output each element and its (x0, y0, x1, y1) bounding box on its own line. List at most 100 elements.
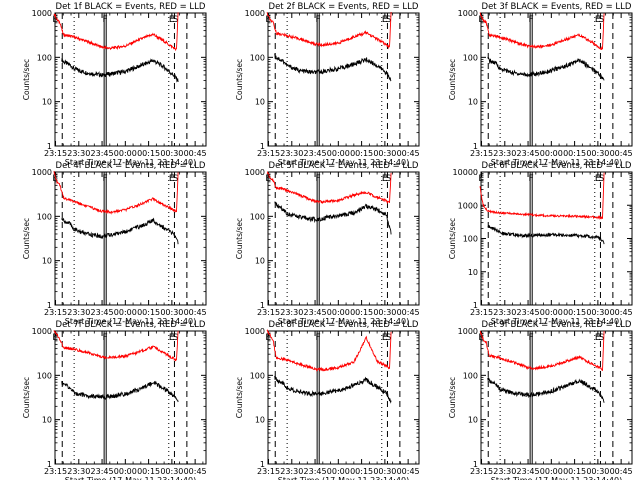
x-tick-label: 23:45 (517, 308, 540, 317)
x-tick-label: 23:30 (280, 308, 303, 317)
y-tick-label: 1000 (32, 168, 52, 177)
panel-title: Det 1f BLACK = Events, RED = LLD (56, 2, 206, 12)
x-tick-label: 23:15 (257, 308, 280, 317)
plot-frame (267, 330, 420, 465)
x-tick-label: 23:15 (470, 308, 493, 317)
marker-label: F (103, 15, 108, 25)
y-tick-label: 1000 (32, 9, 52, 18)
events-series-line (487, 56, 605, 81)
x-axis-label: Start Time (17-May-11 23:14:40) (65, 317, 196, 326)
lld-series-line (266, 329, 392, 372)
y-tick-label: 1000 (32, 327, 52, 336)
detector-panel: Det 2f BLACK = Events, RED = LLD 1 10 100 10… (235, 2, 420, 167)
lld-series-line (479, 12, 605, 51)
marker-label: E (52, 15, 58, 25)
x-tick-label: 23:15 (470, 149, 493, 158)
x-axis-label: Start Time (17-May-11 23:14:40) (65, 158, 196, 167)
x-tick-label: 00:00 (114, 308, 137, 317)
marker-label: E (169, 333, 175, 343)
x-tick-label: 00:30 (586, 308, 609, 317)
marker-label: F (529, 333, 534, 343)
plot-frame (480, 330, 633, 465)
x-tick-label: 00:30 (160, 308, 183, 317)
x-tick-label: 23:30 (67, 149, 90, 158)
x-tick-label: 23:45 (304, 467, 327, 476)
marker-label: F (316, 15, 321, 25)
marker-label: S (599, 174, 605, 184)
y-axis-label: Counts/sec (22, 218, 31, 259)
x-tick-label: 00:15 (350, 308, 373, 317)
marker-label: F (316, 333, 321, 343)
marker-label: E (478, 15, 484, 25)
marker-label: F (103, 333, 108, 343)
x-tick-label: 00:30 (373, 149, 396, 158)
marker-label: E (169, 174, 175, 184)
x-tick-label: 00:15 (563, 467, 586, 476)
detector-panel: Det 5f BLACK = Events, RED = LLD 1 10 100 10… (235, 161, 420, 326)
y-tick-label: 1 (47, 142, 52, 151)
x-tick-label: 00:00 (540, 149, 563, 158)
x-tick-label: 00:30 (160, 467, 183, 476)
detector-panel: Det 9f BLACK = Events, RED = LLD 1 10 100 10… (448, 320, 633, 480)
y-axis-label: Counts/sec (235, 218, 244, 259)
marker-label: E (478, 333, 484, 343)
x-tick-label: 00:00 (540, 308, 563, 317)
marker-label: F (103, 174, 108, 184)
detector-panel: Det 8f BLACK = Events, RED = LLD 1 10 100 10… (235, 320, 420, 480)
x-tick-label: 00:30 (586, 149, 609, 158)
y-tick-label: 10 (255, 416, 265, 425)
y-tick-label: 1000 (458, 9, 478, 18)
marker-label: S (599, 15, 605, 25)
y-axis-label: Counts/sec (235, 377, 244, 418)
x-tick-label: 23:45 (304, 149, 327, 158)
x-tick-label: 23:30 (280, 467, 303, 476)
x-tick-label: 00:45 (610, 149, 633, 158)
y-tick-label: 1000 (245, 168, 265, 177)
events-series-line (274, 53, 392, 82)
plot-frame (54, 12, 207, 147)
x-tick-label: 23:45 (91, 467, 114, 476)
marker-label: S (599, 333, 605, 343)
marker-label: S (173, 174, 179, 184)
y-tick-label: 100 (463, 371, 478, 380)
events-series-line (274, 375, 392, 404)
x-tick-label: 00:15 (350, 149, 373, 158)
events-series-line (61, 217, 179, 245)
lld-series-line (266, 11, 392, 50)
y-axis-label: Counts/sec (448, 218, 457, 259)
panel-title: Det 3f BLACK = Events, RED = LLD (482, 2, 632, 12)
y-tick-label: 10 (42, 98, 52, 107)
x-tick-label: 00:00 (114, 467, 137, 476)
x-tick-label: 23:30 (280, 149, 303, 158)
lld-series-line (53, 12, 179, 52)
y-tick-label: 1000 (458, 327, 478, 336)
marker-label: E (595, 174, 601, 184)
x-axis-label: Start Time (17-May-11 23:14:40) (278, 158, 409, 167)
y-tick-label: 100 (37, 371, 52, 380)
y-axis-label: Counts/sec (448, 377, 457, 418)
y-tick-label: 10 (468, 416, 478, 425)
panel-title: Det 9f BLACK = Events, RED = LLD (482, 320, 632, 330)
lld-series-line (53, 171, 179, 215)
detector-panel: Det 6f BLACK = Events, RED = LLD 1 10 100 10… (448, 161, 633, 326)
detector-panel: Det 4f BLACK = Events, RED = LLD 1 10 100 10… (22, 161, 207, 326)
marker-label: E (265, 174, 271, 184)
y-tick-label: 1 (47, 301, 52, 310)
marker-label: F (529, 174, 534, 184)
x-tick-label: 00:30 (373, 467, 396, 476)
marker-label: F (316, 174, 321, 184)
x-tick-label: 23:15 (470, 467, 493, 476)
x-tick-label: 00:30 (160, 149, 183, 158)
marker-label: S (173, 333, 179, 343)
panel-title: Det 2f BLACK = Events, RED = LLD (269, 2, 419, 12)
marker-label: E (382, 333, 388, 343)
events-series-line (487, 376, 605, 403)
y-tick-label: 10 (255, 98, 265, 107)
plot-frame (267, 171, 420, 306)
x-tick-label: 23:30 (493, 467, 516, 476)
marker-label: E (265, 333, 271, 343)
lld-series-line (479, 172, 605, 221)
x-tick-label: 00:00 (327, 467, 350, 476)
x-tick-label: 23:45 (91, 149, 114, 158)
